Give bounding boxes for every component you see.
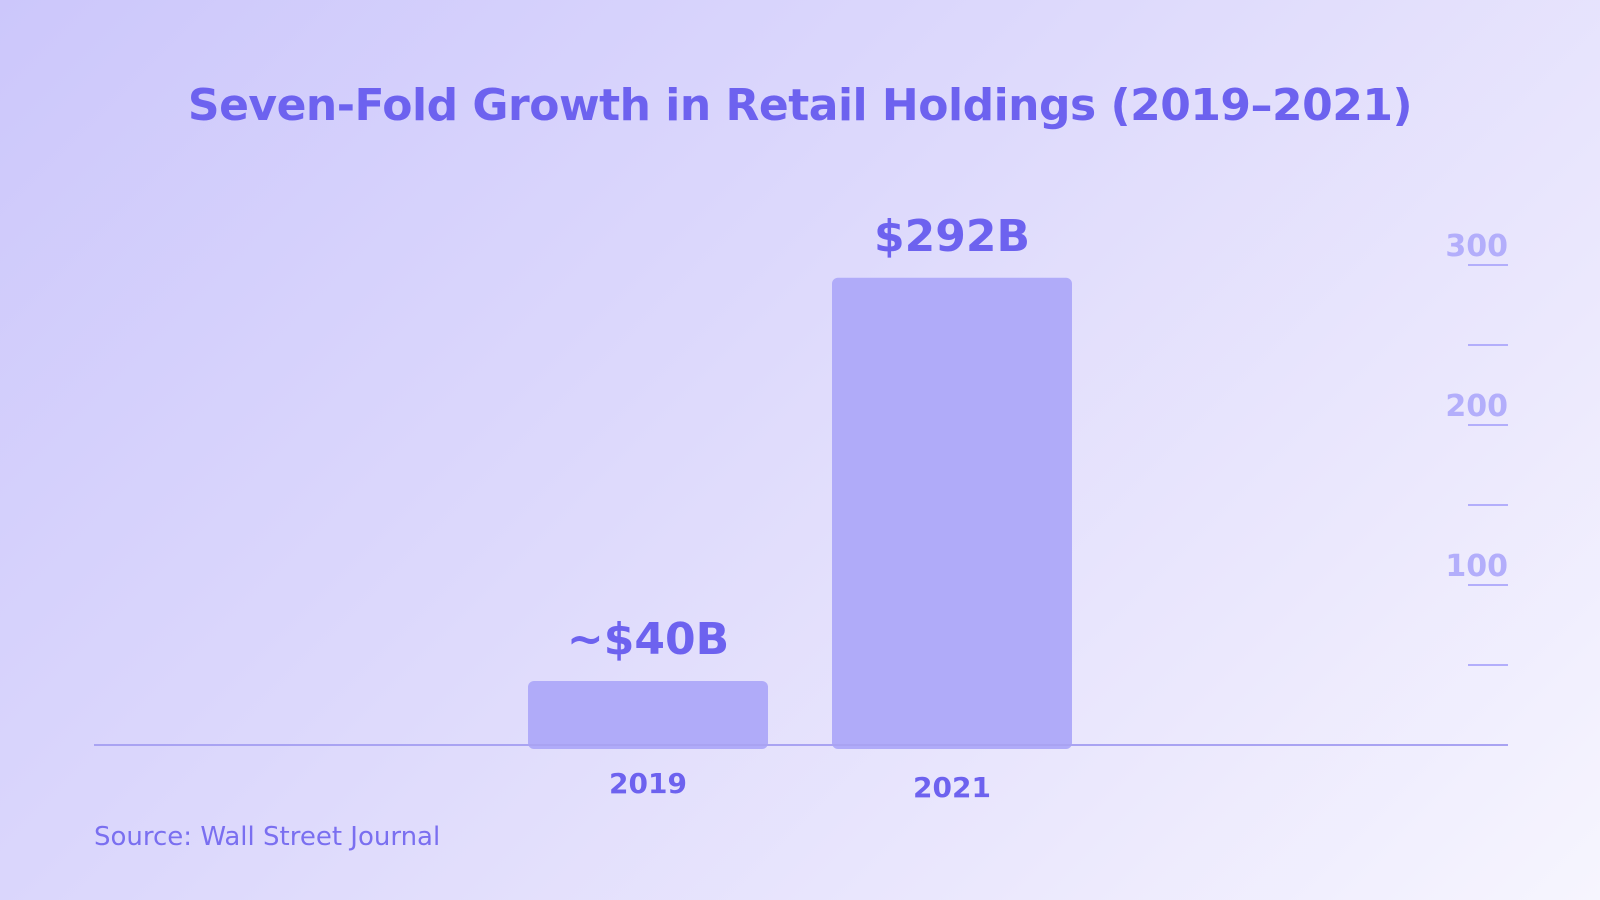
bar-2019 [528, 681, 768, 749]
bar-2021 [832, 277, 1072, 749]
value-label-2021: $292B [874, 211, 1030, 262]
x-tick-label: 2021 [913, 771, 991, 804]
y-tick-label: 100 [1445, 549, 1508, 584]
y-tick-label: 200 [1445, 389, 1508, 424]
chart-title: Seven-Fold Growth in Retail Holdings (20… [187, 80, 1413, 131]
value-label-2019: ~$40B [567, 614, 729, 665]
x-tick-label: 2019 [609, 767, 687, 800]
y-tick-label: 300 [1445, 229, 1508, 264]
source-note: Source: Wall Street Journal [94, 822, 441, 852]
